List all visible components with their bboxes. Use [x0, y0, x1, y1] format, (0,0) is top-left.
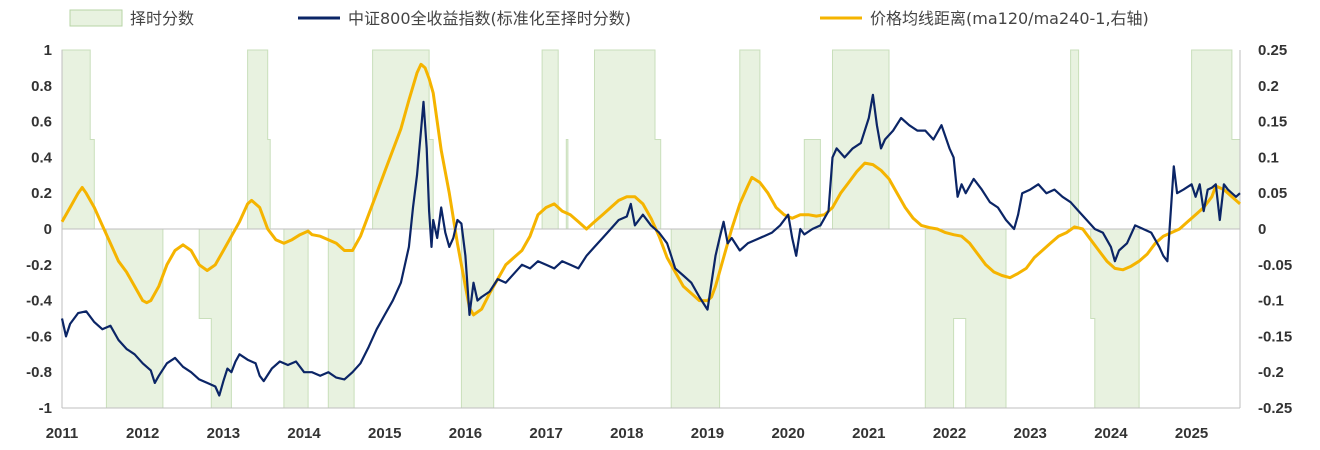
x-tick-label: 2023 — [1014, 425, 1047, 442]
left-tick-label: -0.2 — [26, 257, 52, 274]
x-axis: 2011 2012 2013 2014 2015 2016 2017 2018 2019 2020… — [46, 425, 1209, 442]
left-tick-label: -0.8 — [26, 364, 52, 381]
right-tick-label: 0.2 — [1258, 78, 1279, 95]
x-tick-label: 2011 — [46, 425, 79, 442]
left-tick-label: -0.4 — [26, 293, 53, 310]
ma-line-layer — [60, 62, 1241, 317]
x-tick-label: 2018 — [610, 425, 643, 442]
right-tick-label: -0.25 — [1258, 400, 1292, 417]
left-tick-label: -1 — [39, 400, 52, 417]
x-tick-label: 2025 — [1175, 425, 1208, 442]
x-tick-label: 2014 — [287, 425, 321, 442]
right-axis: 0.25 0.2 0.15 0.1 0.05 0 -0.05 -0.1 -0.15 -0.2 -0.… — [1258, 42, 1292, 417]
right-tick-label: -0.05 — [1258, 257, 1292, 274]
x-tick-label: 2015 — [368, 425, 401, 442]
left-tick-label: -0.6 — [26, 328, 52, 345]
right-tick-label: -0.2 — [1258, 364, 1284, 381]
right-tick-label: -0.15 — [1258, 328, 1292, 345]
left-tick-label: 1 — [44, 42, 52, 59]
right-tick-label: -0.1 — [1258, 293, 1284, 310]
index-line — [60, 93, 1241, 397]
left-tick-label: 0.8 — [31, 78, 52, 95]
legend-label-index: 中证800全收益指数(标准化至择时分数) — [348, 9, 631, 28]
x-tick-label: 2017 — [529, 425, 562, 442]
x-tick-label: 2012 — [126, 425, 159, 442]
legend-label-timing: 择时分数 — [130, 9, 194, 28]
left-axis: 1 0.8 0.6 0.4 0.2 0 -0.2 -0.4 -0.6 -0.8 -1 — [26, 42, 53, 417]
x-tick-label: 2020 — [771, 425, 804, 442]
legend-swatch-timing — [69, 9, 123, 27]
ma-distance-line — [60, 62, 1241, 317]
left-tick-label: 0.6 — [31, 114, 52, 131]
x-tick-label: 2016 — [449, 425, 482, 442]
right-tick-label: 0.05 — [1258, 185, 1287, 202]
index-line-layer — [60, 93, 1241, 397]
x-tick-label: 2013 — [207, 425, 240, 442]
legend-label-ma: 价格均线距离(ma120/ma240-1,右轴) — [870, 9, 1149, 28]
left-tick-label: 0.4 — [31, 149, 53, 166]
right-tick-label: 0 — [1258, 221, 1266, 238]
x-tick-label: 2022 — [933, 425, 966, 442]
x-tick-label: 2019 — [691, 425, 724, 442]
right-tick-label: 0.1 — [1258, 149, 1279, 166]
left-tick-label: 0.2 — [31, 185, 52, 202]
left-tick-label: 0 — [44, 221, 52, 238]
legend: 择时分数 中证800全收益指数(标准化至择时分数) 价格均线距离(ma120/m… — [69, 9, 1149, 28]
x-tick-label: 2021 — [852, 425, 885, 442]
axis-layer — [61, 50, 1241, 409]
right-tick-label: 0.15 — [1258, 114, 1287, 131]
right-tick-label: 0.25 — [1258, 42, 1287, 59]
x-tick-label: 2024 — [1094, 425, 1128, 442]
